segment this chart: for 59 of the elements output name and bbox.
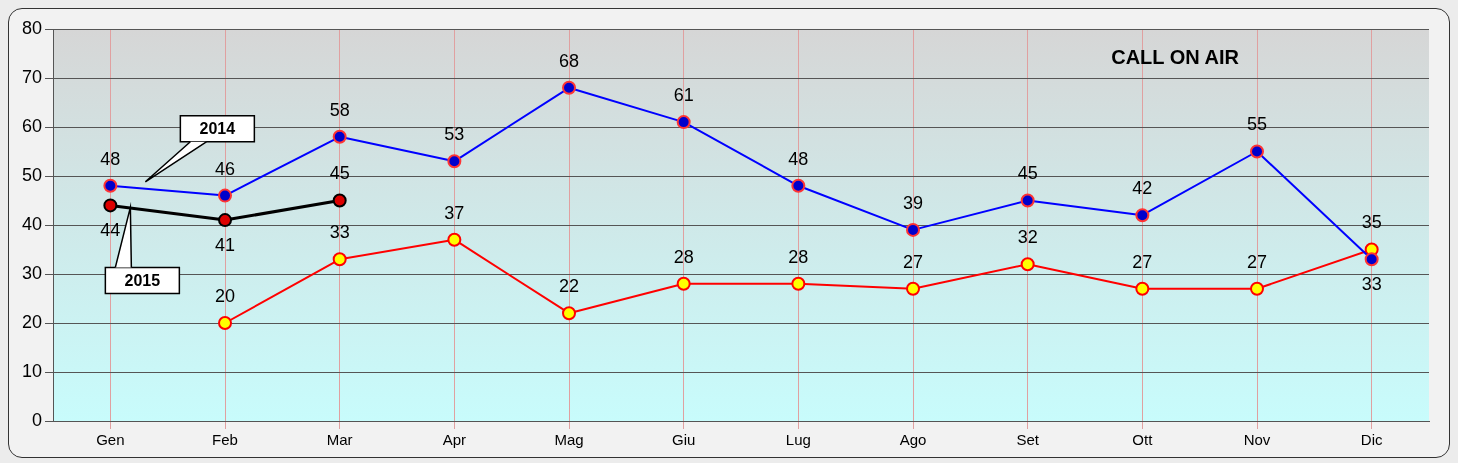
data-label: 28 xyxy=(788,246,809,267)
y-tick-label: 40 xyxy=(21,213,43,234)
y-tick-label: 60 xyxy=(21,115,43,136)
y-tick-label: 70 xyxy=(21,66,43,87)
x-tick-label: Lug xyxy=(785,431,811,449)
data-label: 42 xyxy=(1132,178,1153,199)
point xyxy=(1135,281,1150,296)
x-tick-label: Giu xyxy=(672,431,696,449)
y-tick-label: 0 xyxy=(32,409,43,430)
data-label: 32 xyxy=(1017,227,1038,248)
data-label: 68 xyxy=(559,50,580,71)
point xyxy=(218,316,233,330)
data-label: 28 xyxy=(673,246,694,267)
data-label: 20 xyxy=(215,285,236,306)
y-tick-label: 50 xyxy=(21,164,43,185)
x-tick-label: Mar xyxy=(326,431,353,449)
data-label: 48 xyxy=(788,148,809,169)
point xyxy=(332,193,347,208)
text: CALL ON AIR xyxy=(1111,45,1240,68)
point xyxy=(332,252,347,267)
data-label: 44 xyxy=(100,220,121,241)
data-label: 48 xyxy=(100,148,121,169)
x-tick-label: Dic xyxy=(1360,431,1383,449)
data-label: 58 xyxy=(329,99,350,120)
data-label: 33 xyxy=(1361,274,1382,295)
x-tick-label: Feb xyxy=(212,431,238,449)
data-label: 41 xyxy=(215,235,236,256)
data-label: 53 xyxy=(444,124,465,145)
point xyxy=(791,276,806,291)
point xyxy=(447,232,462,247)
data-label: 22 xyxy=(559,276,580,297)
data-label: 27 xyxy=(1246,251,1268,272)
x-tick-label: Ott xyxy=(1132,431,1154,449)
y-tick-label: 20 xyxy=(21,311,43,332)
point xyxy=(1020,257,1035,272)
y-tick-label: 30 xyxy=(21,262,43,283)
data-label: 27 xyxy=(902,251,924,272)
data-label: 39 xyxy=(902,192,924,213)
x-tick-label: Set xyxy=(1016,431,1040,449)
point xyxy=(103,198,118,213)
x-tick-label: Apr xyxy=(442,431,467,449)
x-tick-label: Gen xyxy=(96,431,125,449)
point xyxy=(1250,281,1264,296)
point xyxy=(218,213,233,228)
data-label: 27 xyxy=(1132,251,1153,272)
data-label: 61 xyxy=(673,85,694,106)
data-label: 37 xyxy=(444,202,465,223)
y-tick-label: 80 xyxy=(21,17,43,38)
point xyxy=(676,276,691,291)
x-tick-label: Nov xyxy=(1243,431,1271,449)
x-tick-label: Mag xyxy=(554,431,584,449)
point xyxy=(562,306,577,321)
point xyxy=(906,281,921,296)
x-tick-label: Ago xyxy=(899,431,927,449)
data-label: 33 xyxy=(329,222,350,243)
y-tick-label: 10 xyxy=(21,360,43,381)
text: 2015 xyxy=(124,271,161,289)
data-label: 46 xyxy=(215,158,236,179)
text: 2014 xyxy=(199,120,236,138)
